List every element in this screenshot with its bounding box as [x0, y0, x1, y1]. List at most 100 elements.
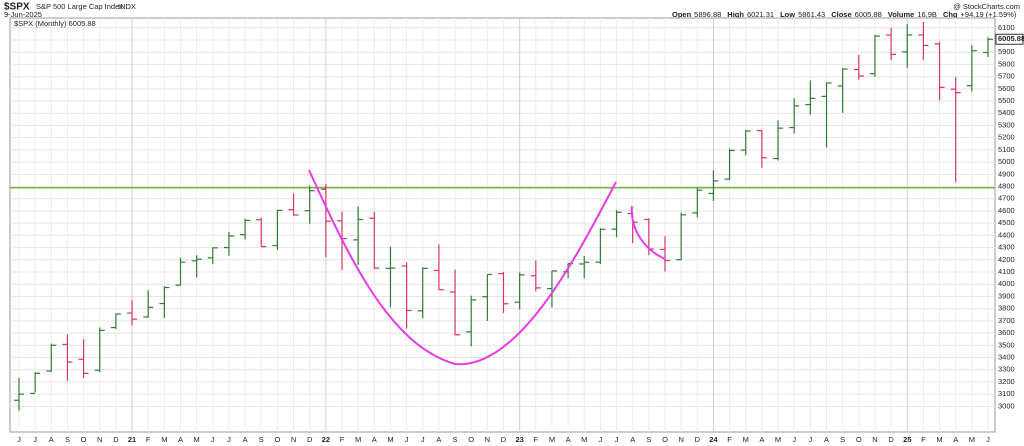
- y-tick-label: 5700: [998, 72, 1015, 81]
- x-tick-label: J: [227, 435, 231, 444]
- y-tick-label: 4600: [998, 206, 1015, 215]
- date: 9-Jun-2025: [4, 10, 42, 19]
- x-tick-label: A: [566, 435, 571, 444]
- x-tick-label: N: [678, 435, 683, 444]
- y-tick-label: 3700: [998, 316, 1015, 325]
- quote-value: 6021.31: [747, 10, 774, 19]
- x-tick-label: D: [307, 435, 313, 444]
- credit: @ StockCharts.com: [953, 2, 1020, 11]
- quote-bar: Open 5896.88 High 6021.31 Low 5861.43 Close 600…: [672, 10, 1017, 19]
- x-tick-label: F: [146, 435, 151, 444]
- x-tick-label: A: [436, 435, 441, 444]
- quote-value: 16.9B: [917, 10, 937, 19]
- x-tick-label: M: [161, 435, 167, 444]
- legend: $SPX (Monthly) 6005.88: [14, 19, 96, 28]
- y-tick-label: 5800: [998, 59, 1015, 68]
- x-tick-label: 22: [322, 435, 330, 444]
- quote-label: Chg: [943, 10, 958, 19]
- x-tick-label: A: [630, 435, 635, 444]
- x-tick-label: J: [17, 435, 21, 444]
- x-tick-label: F: [534, 435, 539, 444]
- y-tick-label: 3600: [998, 328, 1015, 337]
- x-tick-label: N: [97, 435, 102, 444]
- y-tick-label: 4000: [998, 279, 1015, 288]
- y-tick-label: 5200: [998, 133, 1015, 142]
- quote-label: Close: [831, 10, 851, 19]
- quote-value: 5861.43: [798, 10, 825, 19]
- y-tick-label: 4500: [998, 218, 1015, 227]
- y-tick-label: 5900: [998, 47, 1015, 56]
- x-tick-label: N: [291, 435, 296, 444]
- x-tick-label: A: [824, 435, 829, 444]
- x-tick-label: M: [743, 435, 749, 444]
- x-tick-label: J: [405, 435, 409, 444]
- y-tick-label: 6100: [998, 23, 1015, 32]
- exchange: INDX: [118, 2, 136, 11]
- last-value-label: 6005.88: [998, 34, 1024, 43]
- quote-value: +94.19 (+1.59%): [961, 10, 1017, 19]
- x-tick-label: D: [695, 435, 701, 444]
- x-tick-label: J: [421, 435, 425, 444]
- x-tick-label: M: [194, 435, 200, 444]
- x-tick-label: S: [646, 435, 651, 444]
- x-tick-label: M: [549, 435, 555, 444]
- y-tick-label: 3300: [998, 365, 1015, 374]
- quote-label: Open: [672, 10, 692, 19]
- x-tick-label: D: [113, 435, 119, 444]
- y-tick-label: 3800: [998, 304, 1015, 313]
- quote-label: Volume: [888, 10, 915, 19]
- cup-curve: [308, 169, 617, 366]
- x-tick-label: M: [969, 435, 975, 444]
- y-tick-label: 4400: [998, 230, 1015, 239]
- x-tick-label: D: [501, 435, 507, 444]
- ticker: $SPX: [4, 2, 30, 13]
- x-tick-label: 25: [903, 435, 911, 444]
- quote-label: Low: [780, 10, 795, 19]
- quote-label: High: [727, 10, 744, 19]
- y-tick-label: 5500: [998, 96, 1015, 105]
- y-tick-label: 3400: [998, 352, 1015, 361]
- y-tick-label: 5600: [998, 84, 1015, 93]
- y-tick-label: 4200: [998, 255, 1015, 264]
- x-tick-label: O: [662, 435, 668, 444]
- y-tick-label: 3900: [998, 291, 1015, 300]
- x-tick-label: A: [372, 435, 377, 444]
- x-tick-label: F: [921, 435, 926, 444]
- x-tick-label: 21: [128, 435, 136, 444]
- y-tick-label: 4700: [998, 194, 1015, 203]
- last-value-box: [995, 33, 1024, 45]
- x-tick-label: S: [840, 435, 845, 444]
- x-tick-label: M: [355, 435, 361, 444]
- y-tick-label: 4900: [998, 169, 1015, 178]
- quote-value: 6005.88: [855, 10, 882, 19]
- x-tick-label: O: [81, 435, 87, 444]
- y-tick-label: 4800: [998, 182, 1015, 191]
- y-tick-label: 5100: [998, 145, 1015, 154]
- quote-value: 5896.88: [694, 10, 721, 19]
- x-tick-label: A: [953, 435, 958, 444]
- y-tick-label: 3100: [998, 389, 1015, 398]
- x-tick-label: J: [211, 435, 215, 444]
- x-tick-label: M: [936, 435, 942, 444]
- x-tick-label: A: [243, 435, 248, 444]
- x-tick-label: J: [33, 435, 37, 444]
- y-tick-label: 5400: [998, 108, 1015, 117]
- x-tick-label: M: [581, 435, 587, 444]
- x-tick-label: S: [259, 435, 264, 444]
- y-tick-label: 5000: [998, 157, 1015, 166]
- y-tick-label: 5300: [998, 120, 1015, 129]
- x-tick-label: M: [387, 435, 393, 444]
- x-tick-label: A: [178, 435, 183, 444]
- x-tick-label: N: [485, 435, 490, 444]
- x-tick-label: J: [599, 435, 603, 444]
- y-tick-label: 3200: [998, 377, 1015, 386]
- x-tick-label: A: [759, 435, 764, 444]
- plot-frame: [9, 17, 996, 433]
- index-name: S&P 500 Large Cap Index: [36, 2, 123, 11]
- x-tick-label: O: [856, 435, 862, 444]
- x-tick-label: 24: [709, 435, 718, 444]
- x-tick-label: M: [775, 435, 781, 444]
- handle-curve: [630, 205, 666, 260]
- x-tick-label: O: [468, 435, 474, 444]
